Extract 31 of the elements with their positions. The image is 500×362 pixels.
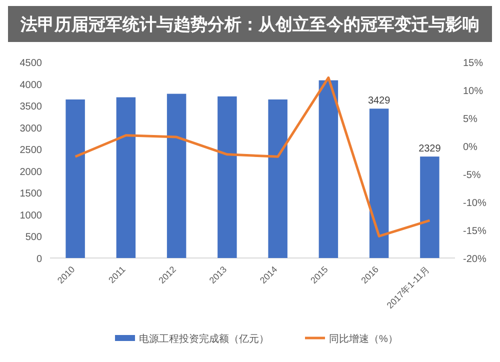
bar — [116, 97, 136, 258]
y2-tick-label: 0% — [463, 142, 478, 153]
y2-tick-label: -5% — [463, 170, 481, 181]
bar — [420, 156, 440, 258]
y2-tick-label: 15% — [463, 58, 484, 69]
bar — [66, 99, 85, 258]
y2-tick-label: -20% — [463, 254, 486, 265]
bar — [218, 96, 237, 258]
bar — [369, 108, 389, 258]
y-tick-label: 1000 — [20, 210, 42, 222]
y-tick-label: 4000 — [20, 80, 42, 91]
y-tick-label: 500 — [25, 232, 42, 244]
y-tick-label: 3500 — [20, 102, 42, 113]
y-tick-label: 2500 — [20, 145, 42, 156]
bar — [318, 80, 338, 258]
y-tick-label: 2000 — [20, 166, 42, 178]
legend-label: 电源工程投资完成额（亿元） — [139, 333, 269, 345]
data-label: 2329 — [418, 144, 442, 155]
y-tick-label: 1500 — [20, 188, 42, 200]
bar — [268, 99, 288, 258]
legend-label: 同比增速（%） — [329, 333, 398, 345]
bar — [166, 94, 186, 258]
y2-tick-label: -15% — [463, 226, 486, 237]
y2-tick-label: 10% — [463, 86, 484, 97]
y2-tick-label: -10% — [463, 198, 486, 209]
data-label: 3429 — [368, 96, 391, 107]
y2-tick-label: 5% — [463, 114, 478, 125]
chart-title: 法甲历届冠军统计与趋势分析：从创立至今的冠军变迁与影响 — [20, 15, 480, 34]
y-tick-label: 3000 — [20, 123, 42, 134]
y-tick-label: 4500 — [20, 58, 42, 69]
y-tick-label: 0 — [36, 254, 42, 265]
